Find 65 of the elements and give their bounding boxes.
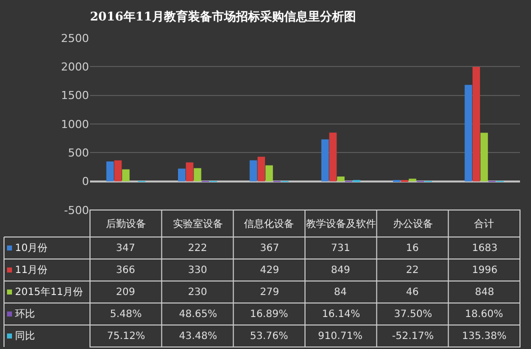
data-label: 279 <box>260 287 280 298</box>
legend-label: 11月份 <box>15 265 48 276</box>
data-label: 848 <box>475 287 494 298</box>
x-tick-label: 后勤设备 <box>106 218 146 230</box>
y-tick-label: 2500 <box>61 32 89 45</box>
bar <box>122 169 130 182</box>
legend-label: 10月份 <box>15 243 48 254</box>
bar <box>114 160 122 182</box>
data-label: 22 <box>406 265 419 276</box>
data-label: 230 <box>188 287 208 298</box>
data-label: 429 <box>260 265 280 276</box>
data-label: 135.38% <box>462 331 506 342</box>
data-label: 731 <box>331 243 350 254</box>
data-label: 209 <box>116 287 136 298</box>
x-tick-label: 信息化设备 <box>244 218 294 230</box>
data-label: 366 <box>116 265 136 276</box>
data-label: 46 <box>406 287 419 298</box>
y-tick-label: 0 <box>82 175 89 188</box>
bar <box>258 156 266 182</box>
legend-label: 环比 <box>15 308 35 320</box>
y-tick-label: 1500 <box>61 89 89 102</box>
data-label: 5.48% <box>110 309 142 320</box>
data-label: 367 <box>260 243 280 254</box>
data-label: 849 <box>331 265 350 276</box>
legend-label: 同比 <box>15 330 35 342</box>
bar <box>250 160 258 182</box>
bar <box>480 132 488 182</box>
bar <box>464 84 472 182</box>
y-tick-label: 2000 <box>61 60 89 74</box>
data-label: 75.12% <box>107 331 146 342</box>
data-label: 43.48% <box>179 331 218 342</box>
bar <box>472 66 480 182</box>
data-label: 1683 <box>472 243 498 254</box>
bar <box>337 176 345 182</box>
x-tick-label: 办公设备 <box>393 218 433 230</box>
bar <box>186 162 194 182</box>
data-label: 37.50% <box>394 309 432 320</box>
data-label: 53.76% <box>250 331 288 342</box>
bar <box>329 132 337 182</box>
y-tick-label: -500 <box>64 204 89 217</box>
data-label: 347 <box>116 243 136 254</box>
data-label: 222 <box>188 243 208 254</box>
data-label: 84 <box>334 287 347 298</box>
data-label: 1996 <box>472 265 498 276</box>
data-label: 16.14% <box>322 309 360 320</box>
data-label: 16 <box>406 243 419 254</box>
bar <box>106 161 114 182</box>
chart-title: 2016年11月教育装备市场招标采购信息里分析图 <box>90 10 356 24</box>
x-tick-label: 教学设备及软件 <box>306 218 376 230</box>
bar <box>178 168 186 182</box>
data-label: 16.89% <box>250 309 288 320</box>
bar <box>194 168 202 182</box>
legend-label: 2015年11月份 <box>15 286 84 298</box>
y-tick-label: 500 <box>68 146 89 160</box>
bar <box>265 165 273 182</box>
x-tick-label: 实验室设备 <box>173 218 223 230</box>
x-tick-label: 合计 <box>474 218 494 230</box>
data-label: 48.65% <box>179 309 218 320</box>
bar <box>408 178 416 182</box>
bar <box>321 139 329 182</box>
y-tick-label: 1000 <box>61 118 89 131</box>
data-label: 18.60% <box>465 309 504 320</box>
data-label: 910.71% <box>318 331 362 342</box>
data-label: 330 <box>188 265 208 276</box>
data-label: -52.17% <box>392 331 434 342</box>
